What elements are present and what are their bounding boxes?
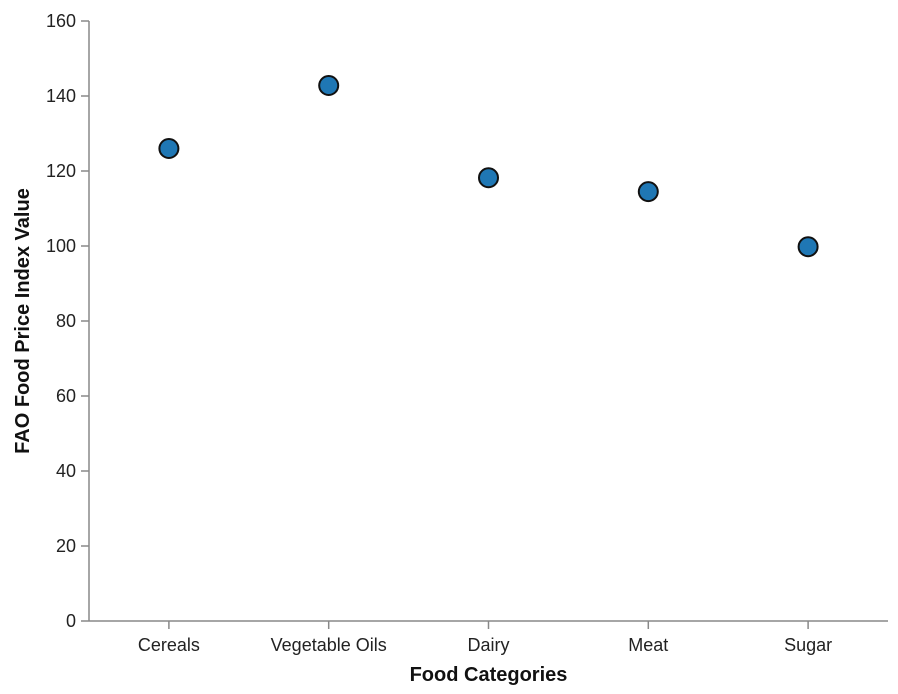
y-axis-title: FAO Food Price Index Value [12,188,34,454]
data-point[interactable] [797,236,819,258]
y-tick-label: 100 [46,236,76,256]
x-tick-label: Cereals [138,635,200,655]
y-tick-label: 120 [46,161,76,181]
data-point[interactable] [318,75,340,96]
data-points [158,75,819,258]
x-tick-label: Meat [628,635,668,655]
data-point[interactable] [478,167,499,189]
y-tick-label: 60 [56,386,76,406]
x-tick-label: Sugar [784,635,832,655]
x-axis: Cereals Vegetable Oils Dairy Meat Sugar [89,620,888,655]
x-tick-label: Dairy [467,635,509,655]
x-axis-title: Food Categories [410,664,568,686]
y-tick-label: 160 [46,11,76,31]
y-tick-label: 0 [66,611,76,631]
data-point[interactable] [637,181,659,203]
y-tick-label: 40 [56,461,76,481]
y-axis: 0 20 40 60 80 100 120 140 160 [46,11,90,631]
y-tick-label: 140 [46,86,76,106]
y-tick-label: 80 [56,311,76,331]
x-tick-label: Vegetable Oils [271,635,387,655]
data-point[interactable] [158,138,180,159]
y-tick-label: 20 [56,536,76,556]
